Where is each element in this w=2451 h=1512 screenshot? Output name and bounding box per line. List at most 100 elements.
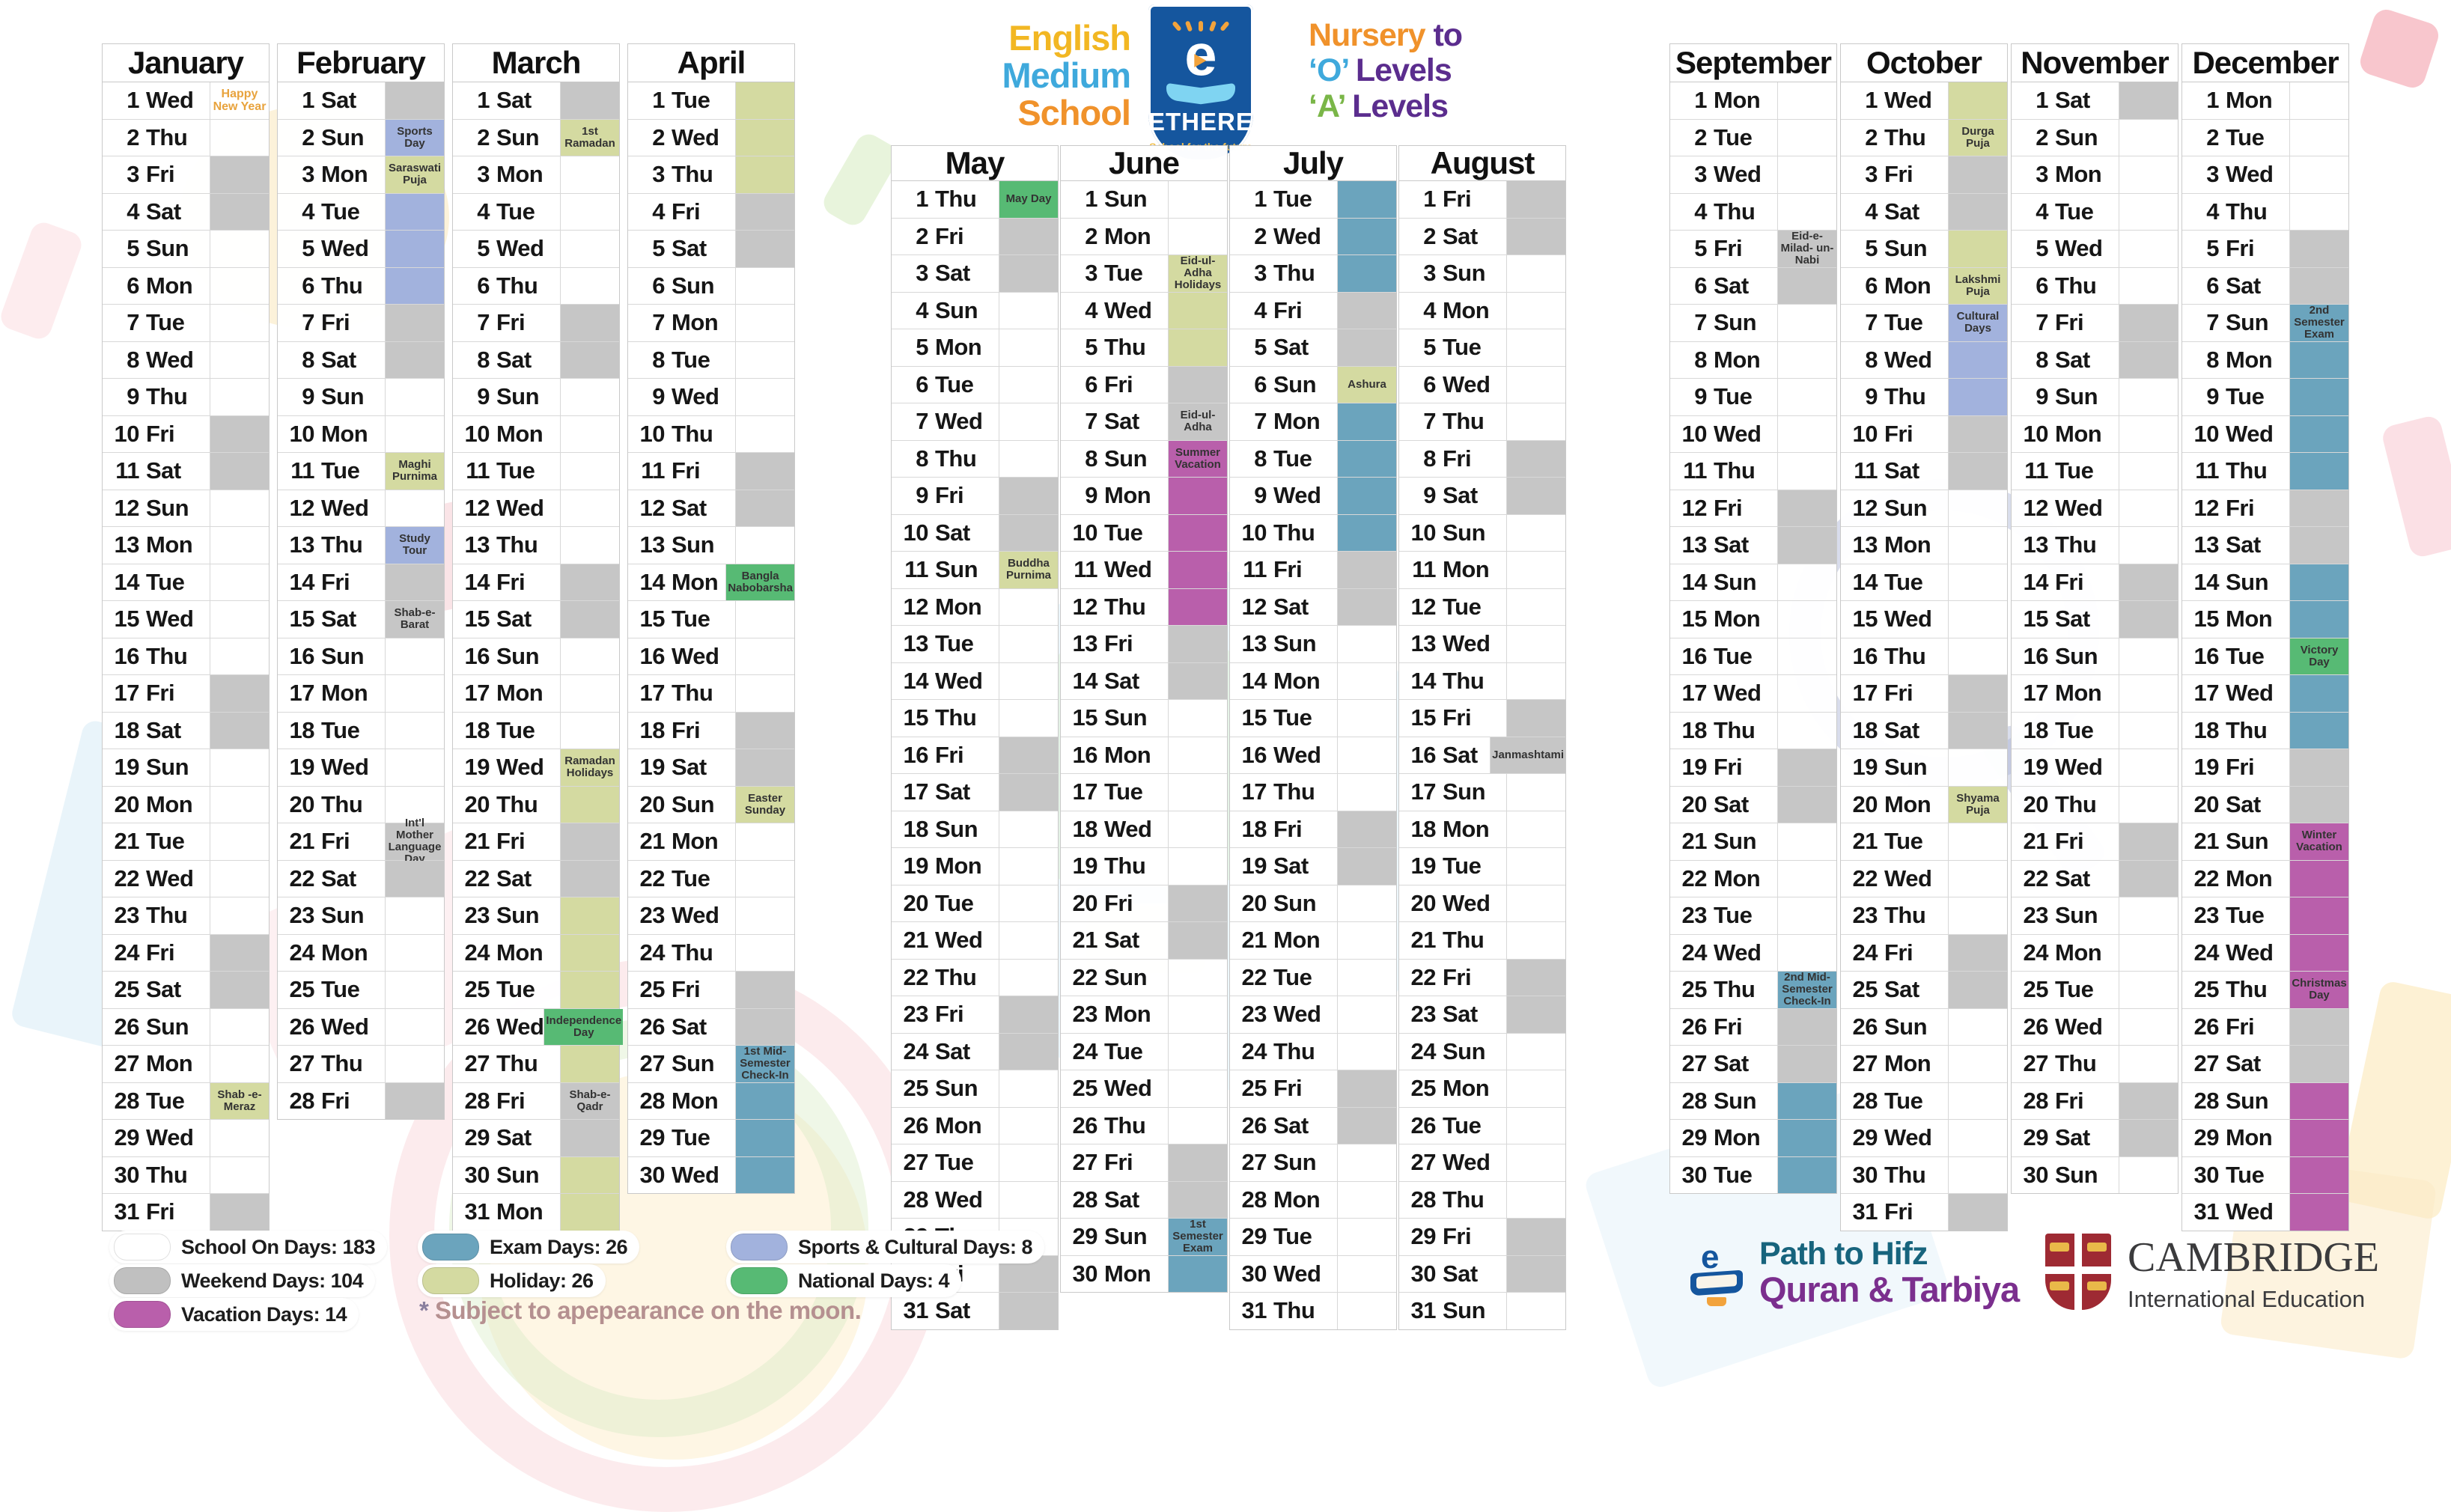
month-table-april: April 1 Tue 2 Wed 3 Thu 4 Fri 5 Sat 6 Sun 7 Mon 8 Tue 9 We…: [627, 43, 795, 1194]
month-table-november: November 1 Sat 2 Sun 3 Mon 4 Tue 5 Wed 6 Thu 7 Fri 8 Sat…: [2011, 43, 2179, 1194]
day-swatch: [1169, 552, 1227, 588]
day-swatch: [1507, 589, 1565, 626]
day-row: 2 Wed: [1230, 218, 1396, 255]
day-date: 9 Tue: [2182, 379, 2290, 415]
day-row: 1 Tue: [1230, 181, 1396, 219]
day-row: 23 Mon: [1061, 996, 1227, 1034]
day-swatch: [1338, 848, 1396, 885]
day-date: 6 Mon: [1841, 267, 1949, 304]
day-swatch: [2290, 527, 2348, 564]
day-swatch: [1169, 996, 1227, 1033]
day-date: 1 Sun: [1061, 181, 1169, 218]
day-date: 8 Wed: [1841, 341, 1949, 378]
day-row: 5 Sun: [103, 231, 269, 268]
day-row: 1 Thu May Day: [892, 181, 1058, 219]
day-swatch: [999, 1108, 1058, 1144]
day-swatch: [1507, 1293, 1565, 1329]
day-row: 22 Sat: [453, 860, 619, 897]
day-row: 3 Tue Eid-ul-Adha Holidays: [1061, 254, 1227, 293]
day-date: 7 Fri: [278, 305, 386, 341]
day-row: 26 Sat: [1230, 1107, 1396, 1144]
day-date: 24 Wed: [2182, 934, 2290, 971]
day-date: 14 Wed: [892, 662, 999, 699]
day-date: 8 Fri: [1399, 440, 1507, 477]
day-row: 7 Sat Eid-ul-Adha: [1061, 403, 1227, 441]
day-date: 1 Sat: [453, 82, 561, 119]
day-row: 21 Wed: [892, 922, 1058, 960]
day-date: 20 Fri: [1061, 885, 1169, 921]
day-row: 15 Sat Shab-e- Barat: [278, 601, 444, 638]
day-swatch: [1338, 1144, 1396, 1181]
day-swatch: [1169, 219, 1227, 255]
day-date: 3 Sat: [892, 255, 999, 292]
day-row: 21 Tue: [1841, 823, 2007, 861]
day-swatch: [999, 700, 1058, 737]
day-row: 20 Thu: [2012, 786, 2178, 823]
day-date: 29 Mon: [1670, 1120, 1778, 1156]
day-date: 25 Mon: [1399, 1070, 1507, 1107]
day-swatch: [1778, 1120, 1836, 1156]
day-date: 13 Sat: [1670, 527, 1778, 564]
day-date: 29 Tue: [628, 1120, 736, 1156]
day-row: 21 Mon: [628, 823, 794, 861]
day-swatch: [386, 749, 444, 786]
day-row: 5 Fri Eid-e-Milad- un-Nabi: [1670, 230, 1836, 268]
legend-item: Sports & Cultural Days: 8: [726, 1231, 1045, 1263]
day-date: 23 Sun: [453, 897, 561, 934]
day-swatch: [2119, 268, 2178, 305]
day-row: 8 Tue: [628, 341, 794, 379]
day-date: 11 Wed: [1061, 552, 1169, 588]
day-date: 31 Fri: [103, 1194, 210, 1231]
day-row: 16 Sun: [2012, 638, 2178, 675]
day-swatch: [1338, 588, 1396, 625]
day-swatch: [1507, 811, 1565, 848]
day-row: 27 Sat: [2182, 1046, 2348, 1083]
day-date: 5 Wed: [2012, 231, 2119, 267]
event-label: Int'l Mother Language Day: [386, 817, 444, 865]
day-date: 2 Tue: [2182, 119, 2290, 156]
day-date: 6 Sun: [1230, 366, 1338, 403]
day-swatch: [1169, 662, 1227, 699]
day-swatch: [1949, 934, 2007, 971]
day-swatch: [1507, 218, 1565, 254]
day-swatch: [1338, 440, 1396, 477]
day-swatch: [2119, 416, 2178, 453]
day-swatch: [386, 305, 444, 341]
day-date: 16 Sun: [453, 638, 561, 674]
event-label: Eid-ul-Adha: [1169, 403, 1227, 440]
day-swatch: [1507, 774, 1565, 811]
day-row: 28 Fri: [2012, 1082, 2178, 1120]
day-swatch: [999, 848, 1058, 885]
day-row: 25 Tue: [453, 972, 619, 1009]
day-row: 14 Fri: [2012, 564, 2178, 601]
day-date: 29 Sat: [2012, 1120, 2119, 1156]
day-date: 25 Fri: [628, 972, 736, 1008]
day-swatch: [386, 490, 444, 527]
day-swatch: [1338, 1256, 1396, 1293]
day-date: 18 Tue: [2012, 712, 2119, 749]
day-row: 2 Wed: [628, 119, 794, 156]
day-date: 17 Mon: [453, 675, 561, 712]
day-row: 25 Mon: [1399, 1070, 1565, 1108]
day-row: 1 Sat: [278, 82, 444, 120]
month-title: January: [103, 44, 269, 82]
day-date: 15 Tue: [1230, 700, 1338, 737]
day-date: 28 Mon: [628, 1082, 736, 1119]
legend-item: Weekend Days: 104: [109, 1264, 376, 1297]
day-row: 18 Fri: [628, 712, 794, 749]
day-row: 16 Wed: [628, 638, 794, 675]
day-swatch: [2290, 860, 2348, 897]
day-row: 5 Tue: [1399, 329, 1565, 367]
day-row: 5 Sat: [628, 231, 794, 268]
day-date: 6 Wed: [1399, 366, 1507, 403]
day-swatch: [210, 415, 269, 452]
month-title: June: [1061, 145, 1227, 181]
day-row: 18 Tue: [278, 712, 444, 749]
day-date: 27 Mon: [1841, 1046, 1949, 1082]
day-row: 8 Mon: [2182, 341, 2348, 379]
day-date: 9 Wed: [1230, 478, 1338, 514]
day-row: 30 Thu: [103, 1156, 269, 1194]
day-swatch: [210, 1194, 269, 1231]
day-date: 28 Sat: [1061, 1181, 1169, 1218]
day-swatch: [2119, 527, 2178, 564]
